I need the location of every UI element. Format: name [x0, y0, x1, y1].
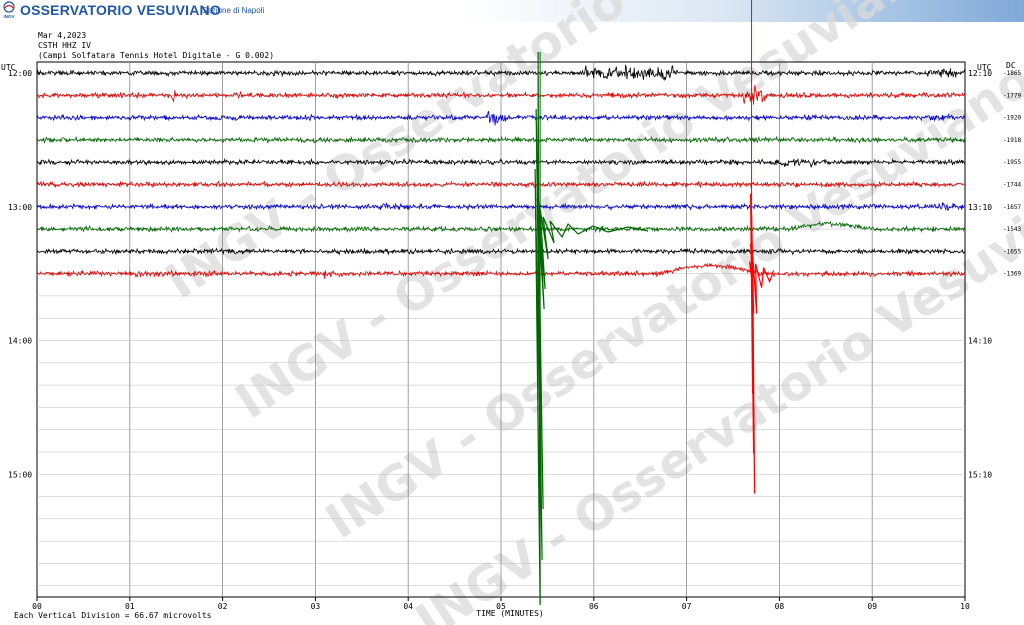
x-tick-label: 03	[311, 602, 321, 611]
seismic-events	[534, 0, 775, 606]
trace-row-5	[36, 180, 966, 189]
dc-offset-label: -1543	[1003, 226, 1021, 233]
org-title: OSSERVATORIO VESUVIANO	[20, 2, 221, 18]
vertical-division-note: Each Vertical Division = 66.67 microvolt…	[14, 611, 212, 620]
trace-row-6	[36, 202, 966, 212]
x-tick-label: 05	[496, 602, 506, 611]
x-tick-label: 00	[32, 602, 42, 611]
trace-row-2	[36, 111, 966, 126]
right-time-label: 14:10	[968, 337, 992, 346]
right-time-label: 15:10	[968, 470, 992, 479]
right-time-label: 13:10	[968, 203, 992, 212]
seismic-traces	[36, 64, 966, 280]
header-bar: INGV OSSERVATORIO VESUVIANO Sezione di N…	[0, 0, 1024, 22]
dc-offset-label: -1779	[1003, 92, 1021, 99]
trace-row-0	[36, 64, 966, 82]
trace-row-1	[36, 84, 966, 105]
left-time-label: 14:00	[8, 337, 32, 346]
x-axis-title: TIME (MINUTES)	[476, 609, 543, 618]
x-tick-label: 09	[867, 602, 877, 611]
left-time-label: 15:00	[8, 470, 32, 479]
x-tick-label: 07	[682, 602, 692, 611]
x-tick-label: 01	[125, 602, 135, 611]
left-time-label: 13:00	[8, 203, 32, 212]
dc-offset-label: -1920	[1003, 115, 1021, 122]
station-code: CSTH HHZ IV	[38, 41, 91, 50]
dc-offset-header: DC	[1006, 61, 1016, 70]
chart-grid	[36, 61, 966, 598]
svg-text:INGV: INGV	[3, 14, 14, 19]
trace-row-4	[36, 157, 966, 168]
dc-offset-label: -1865	[1003, 70, 1021, 77]
x-tick-label: 10	[960, 602, 970, 611]
axis-labels: UTC UTC DC 12:00 13:00 14:00 15:00 12:10 13:10 14…	[1, 61, 1021, 620]
org-subtitle: Sezione di Napoli	[202, 6, 265, 15]
dc-offset-label: -1657	[1003, 204, 1021, 211]
dc-offset-label: -1744	[1003, 181, 1021, 188]
recording-date: Mar 4,2023	[38, 31, 87, 40]
right-axis-title: UTC	[977, 63, 992, 72]
dc-offset-label: -1955	[1003, 159, 1021, 166]
x-tick-label: 04	[403, 602, 413, 611]
x-tick-label: 06	[589, 602, 599, 611]
x-tick-label: 08	[775, 602, 785, 611]
trace-row-9	[36, 262, 966, 280]
station-description: (Campi Solfatara Tennis Hotel Digitale -…	[38, 51, 275, 60]
trace-row-8	[36, 247, 966, 256]
trace-row-7	[36, 220, 966, 234]
dc-offset-label: -1918	[1003, 137, 1021, 144]
ingv-logo-icon: INGV	[3, 1, 15, 19]
x-tick-label: 02	[218, 602, 228, 611]
left-axis-title: UTC	[1, 63, 16, 72]
left-time-label: 12:00	[8, 69, 32, 78]
trace-row-3	[37, 135, 965, 144]
right-time-label: 12:10	[968, 69, 992, 78]
dc-offset-label: -1655	[1003, 248, 1021, 255]
dc-offset-label: -1369	[1003, 271, 1021, 278]
event-red-burst	[749, 193, 775, 494]
